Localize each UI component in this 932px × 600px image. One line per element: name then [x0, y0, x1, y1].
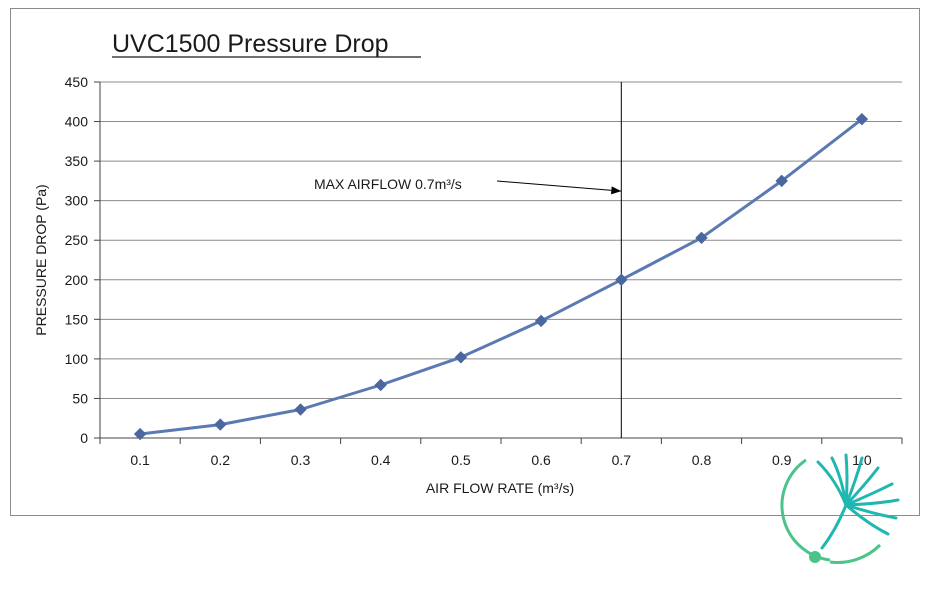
y-tick-label-450: 450 — [65, 74, 89, 90]
y-tick-labels: 0 50 100 150 200 250 300 350 400 450 — [65, 74, 89, 446]
data-point-0.5 — [454, 351, 468, 364]
y-axis-label: PRESSURE DROP (Pa) — [33, 184, 49, 335]
x-tick-label-0.3: 0.3 — [291, 452, 311, 468]
x-tick-label-0.4: 0.4 — [371, 452, 391, 468]
series-line — [139, 118, 863, 436]
series-pressure-drop — [133, 112, 869, 441]
x-tick-label-0.6: 0.6 — [531, 452, 551, 468]
y-tick-label-0: 0 — [80, 430, 88, 446]
data-point-0.1 — [133, 427, 147, 441]
y-tick-label-100: 100 — [65, 351, 89, 367]
y-tick-label-250: 250 — [65, 232, 89, 248]
y-tick-label-300: 300 — [65, 193, 89, 209]
data-point-0.7 — [615, 273, 628, 286]
y-tick-label-400: 400 — [65, 114, 89, 130]
max-airflow-arrow — [496, 180, 622, 195]
data-point-0.6 — [534, 314, 548, 328]
data-point-0.9 — [775, 174, 788, 188]
x-tick-label-0.1: 0.1 — [130, 452, 150, 468]
x-tick-label-0.9: 0.9 — [772, 452, 792, 468]
y-tick-label-350: 350 — [65, 153, 89, 169]
data-point-0.2 — [214, 418, 227, 431]
x-tick-label-0.5: 0.5 — [451, 452, 471, 468]
y-tick-label-200: 200 — [65, 272, 89, 288]
y-tick-label-150: 150 — [65, 311, 89, 327]
grid-lines — [100, 81, 902, 399]
max-airflow-annotation: MAX AIRFLOW 0.7m³/s — [314, 82, 622, 438]
x-axis-label: AIR FLOW RATE (m³/s) — [426, 480, 574, 496]
chart-title: UVC1500 Pressure Drop — [112, 30, 389, 58]
x-tick-label-0.2: 0.2 — [211, 452, 231, 468]
brand-logo — [780, 453, 900, 564]
data-point-1.0 — [855, 112, 869, 126]
x-tick-labels: 0.1 0.2 0.3 0.4 0.5 0.6 0.7 0.8 0.9 1.0 — [130, 452, 871, 468]
axes — [94, 81, 903, 444]
data-point-0.8 — [695, 231, 708, 245]
data-point-0.4 — [374, 378, 387, 392]
max-airflow-label: MAX AIRFLOW 0.7m³/s — [314, 176, 462, 192]
x-tick-label-0.7: 0.7 — [612, 452, 632, 468]
y-tick-label-50: 50 — [72, 390, 88, 406]
data-point-0.3 — [294, 403, 307, 416]
x-tick-label-0.8: 0.8 — [692, 452, 712, 468]
